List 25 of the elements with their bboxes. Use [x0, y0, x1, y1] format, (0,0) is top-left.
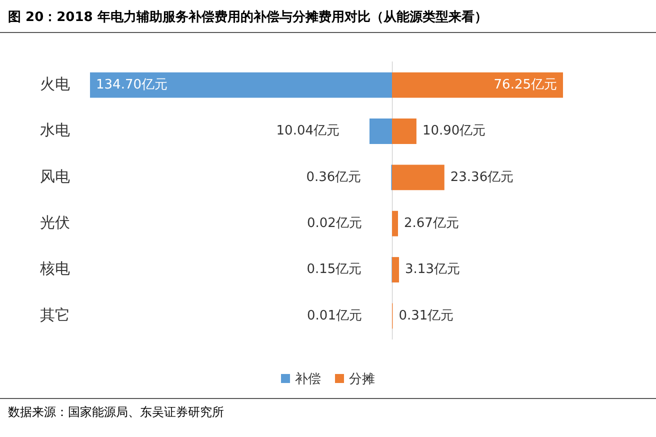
data-label: 134.70亿元 [96, 77, 168, 92]
data-label: 10.04亿元 [276, 124, 340, 139]
data-label: 0.15亿元 [306, 262, 362, 278]
data-label: 0.36亿元 [306, 170, 362, 185]
data-label: 0.01亿元 [307, 308, 362, 324]
y-tick-label: 风电 [40, 167, 70, 186]
y-tick-label: 光伏 [40, 213, 70, 232]
data-label: 2.67亿元 [404, 216, 459, 231]
data-label: 0.31亿元 [398, 308, 454, 324]
data-label: 10.90亿元 [422, 124, 486, 139]
legend-label: 补偿 [294, 371, 321, 388]
data-label: 3.13亿元 [405, 262, 460, 278]
data-label: 0.02亿元 [307, 216, 362, 231]
y-tick-label: 其它 [40, 306, 70, 324]
legend-label: 分摊 [348, 371, 375, 388]
bar [392, 164, 444, 190]
y-tick-label: 核电 [39, 260, 70, 278]
y-tick-label: 水电 [40, 121, 70, 140]
bar [392, 210, 398, 236]
data-label: 23.36亿元 [450, 170, 514, 185]
source-note: 数据来源：国家能源局、东吴证券研究所 [8, 404, 225, 421]
y-tick-label: 火电 [40, 74, 70, 93]
data-label: 76.25亿元 [494, 77, 557, 92]
chart-title: 图 20：2018 年电力辅助服务补偿费用的补偿与分摊费用对比（从能源类型来看） [0, 0, 656, 33]
bar [392, 257, 400, 282]
